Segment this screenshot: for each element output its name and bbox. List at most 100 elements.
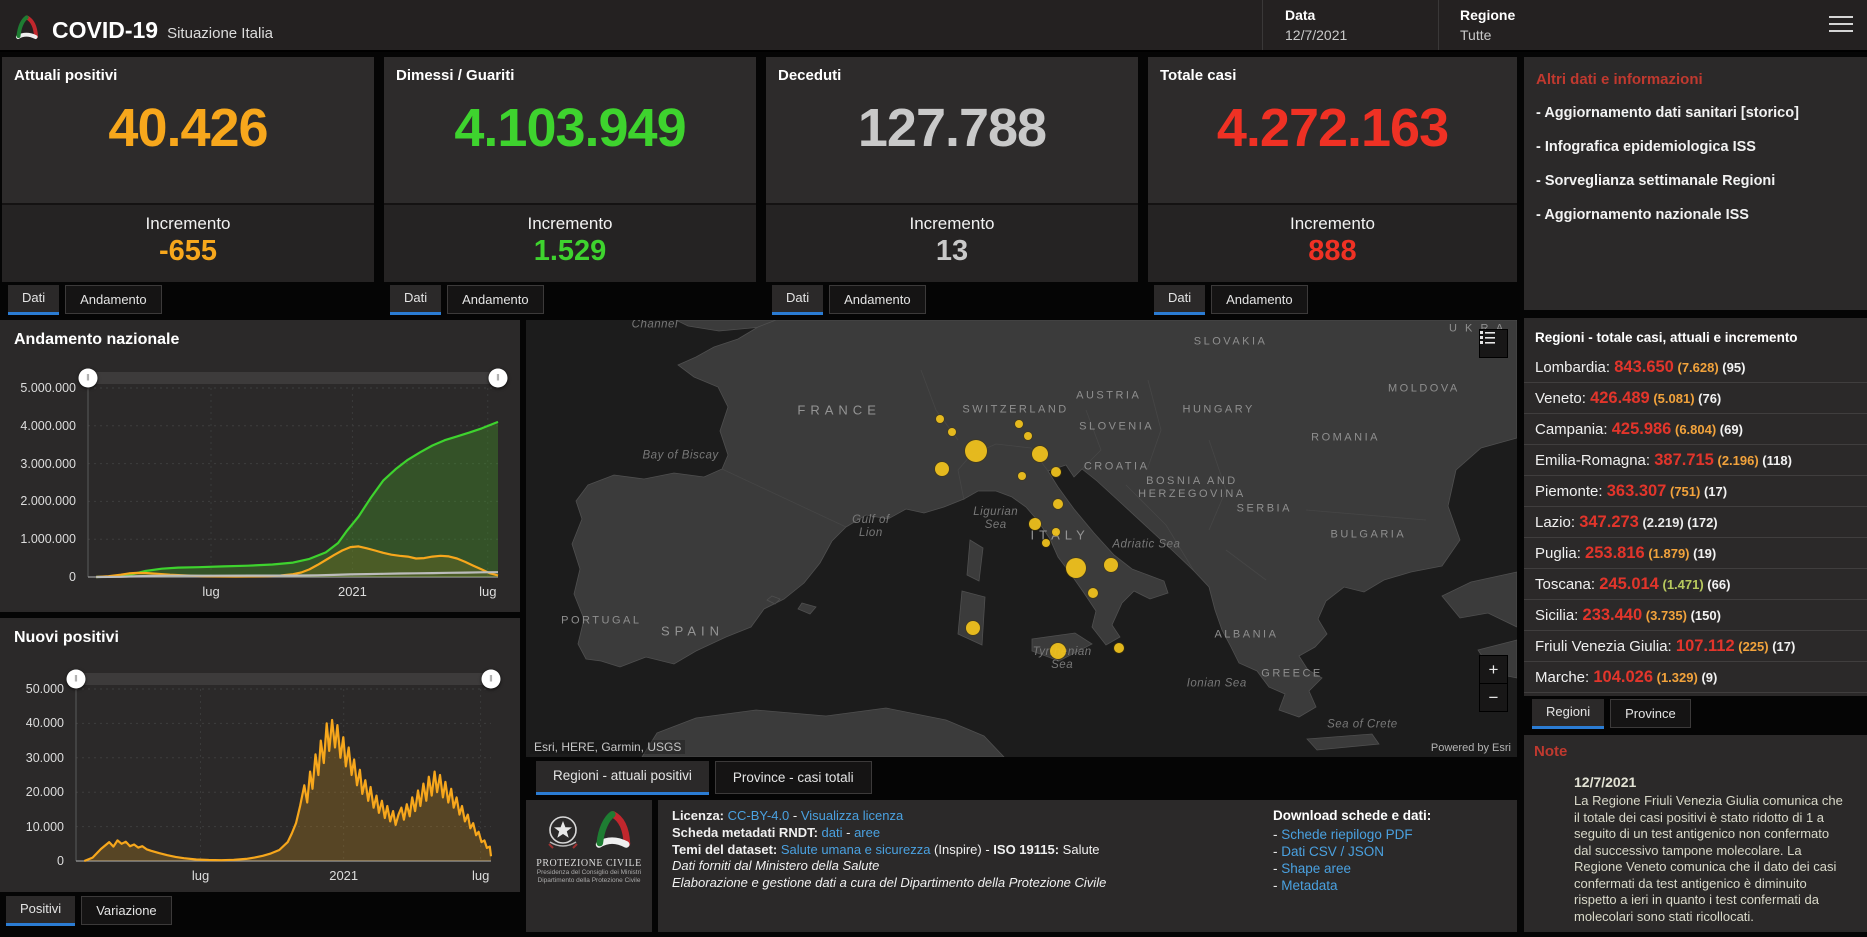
region-total: 253.816 xyxy=(1585,544,1645,562)
region-bubble[interactable] xyxy=(935,462,949,476)
region-bubble[interactable] xyxy=(1050,643,1066,659)
header-divider xyxy=(1438,0,1439,50)
tab-dati[interactable]: Dati xyxy=(8,285,59,315)
slider-handle-right[interactable]: ‖ xyxy=(482,670,501,689)
zoom-in-button[interactable]: + xyxy=(1480,656,1507,683)
region-filter-value: Tutte xyxy=(1460,27,1515,43)
download-block: Download schede e dati: - Schede riepilo… xyxy=(1273,807,1431,894)
region-bubble[interactable] xyxy=(1018,472,1026,480)
license-link[interactable]: dati xyxy=(822,825,843,840)
date-filter[interactable]: Data 12/7/2021 xyxy=(1285,7,1347,43)
slider-handle-left[interactable]: ‖ xyxy=(79,369,98,388)
license-text: Licenza: xyxy=(672,808,728,823)
tab-andamento[interactable]: Andamento xyxy=(65,285,162,314)
card-value: 4.103.949 xyxy=(384,97,756,159)
increment-label: Incremento xyxy=(384,214,756,234)
region-bubble[interactable] xyxy=(1029,518,1041,530)
tab-province[interactable]: Province xyxy=(1610,699,1691,728)
region-bubble[interactable] xyxy=(1051,467,1061,477)
region-attuali: (1.471) xyxy=(1659,577,1704,592)
info-link[interactable]: - Aggiornamento dati sanitari [storico] xyxy=(1536,104,1855,123)
info-link[interactable]: - Aggiornamento nazionale ISS xyxy=(1536,206,1855,225)
map-country-label: PORTUGAL xyxy=(561,615,641,628)
tab-dati[interactable]: Dati xyxy=(772,285,823,315)
tab-andamento[interactable]: Andamento xyxy=(447,285,544,314)
tab-variazione[interactable]: Variazione xyxy=(81,896,171,925)
region-row[interactable]: Marche: 104.026 (1.329) (9) xyxy=(1524,661,1867,692)
region-incremento: (17) xyxy=(1769,639,1796,654)
x-axis-label: lug xyxy=(479,584,496,599)
license-text: ISO 19115: xyxy=(993,842,1062,857)
altri-dati-title: Altri dati e informazioni xyxy=(1536,71,1855,88)
region-bubble[interactable] xyxy=(1015,420,1023,428)
license-link[interactable]: aree xyxy=(854,825,880,840)
region-bubble[interactable] xyxy=(966,621,980,635)
license-text: Salute xyxy=(1063,842,1100,857)
card-title: Attuali positivi xyxy=(14,67,117,84)
card-increment: Incremento 1.529 xyxy=(384,203,756,282)
map-country-label: SLOVENIA xyxy=(1079,421,1154,434)
tab-province-casi-totali[interactable]: Province - casi totali xyxy=(715,761,872,794)
info-link[interactable]: - Sorveglianza settimanale Regioni xyxy=(1536,172,1855,191)
license-line: Licenza: CC-BY-4.0 - Visualizza licenza xyxy=(672,808,1106,825)
region-bubble[interactable] xyxy=(1088,588,1098,598)
region-bubble[interactable] xyxy=(1042,539,1050,547)
license-line: Scheda metadati RNDT: dati - aree xyxy=(672,825,1106,842)
tab-regioni[interactable]: Regioni xyxy=(1532,699,1604,729)
info-link[interactable]: - Infografica epidemiologica ISS xyxy=(1536,138,1855,157)
region-row[interactable]: Campania: 425.986 (6.804) (69) xyxy=(1524,413,1867,444)
download-link[interactable]: Metadata xyxy=(1281,878,1337,893)
slider-handle-right[interactable]: ‖ xyxy=(489,369,508,388)
legend-icon[interactable] xyxy=(1480,330,1507,357)
region-bubble[interactable] xyxy=(1114,643,1124,653)
region-total: 233.440 xyxy=(1583,606,1643,624)
region-bubble[interactable] xyxy=(1104,558,1118,572)
tab-dati[interactable]: Dati xyxy=(390,285,441,315)
zoom-out-button[interactable]: − xyxy=(1480,684,1507,711)
tab-positivi[interactable]: Positivi xyxy=(6,896,75,926)
region-row[interactable]: Veneto: 426.489 (5.081) (76) xyxy=(1524,382,1867,413)
region-bubble[interactable] xyxy=(936,415,944,423)
slider-handle-left[interactable]: ‖ xyxy=(67,670,86,689)
region-incremento: (172) xyxy=(1684,515,1718,530)
download-link[interactable]: Schede riepilogo PDF xyxy=(1281,827,1412,842)
region-bubble[interactable] xyxy=(1066,558,1086,578)
time-slider[interactable]: ‖‖ xyxy=(88,372,498,384)
region-filter[interactable]: Regione Tutte xyxy=(1460,7,1515,43)
region-row[interactable]: Piemonte: 363.307 (751) (17) xyxy=(1524,475,1867,506)
tab-regioni-attuali-positivi[interactable]: Regioni - attuali positivi xyxy=(536,761,709,795)
license-link[interactable]: Visualizza licenza xyxy=(801,808,903,823)
region-row[interactable]: Lombardia: 843.650 (7.628) (95) xyxy=(1524,352,1867,382)
region-row[interactable]: Emilia-Romagna: 387.715 (2.196) (118) xyxy=(1524,444,1867,475)
region-total: 347.273 xyxy=(1579,513,1639,531)
download-link[interactable]: Shape aree xyxy=(1281,861,1351,876)
region-bubble[interactable] xyxy=(1052,528,1060,536)
map-country-label: CROATIA xyxy=(1084,460,1150,473)
europe-map[interactable]: FRANCESWITZERLANDAUSTRIASLOVENIASLOVAKIA… xyxy=(526,320,1517,757)
tab-andamento[interactable]: Andamento xyxy=(1211,285,1308,314)
map-country-label: BOSNIA AND HERZEGOVINA xyxy=(1138,475,1246,501)
region-row[interactable]: Lazio: 347.273 (2.219) (172) xyxy=(1524,506,1867,537)
license-link[interactable]: CC-BY-4.0 xyxy=(728,808,790,823)
region-bubble[interactable] xyxy=(1024,432,1032,440)
org-line1: Presidenza del Consiglio dei Ministri xyxy=(526,869,652,877)
region-row[interactable]: Toscana: 245.014 (1.471) (66) xyxy=(1524,568,1867,599)
map-sea-label: Bay of Biscay xyxy=(643,449,719,462)
download-link[interactable]: Dati CSV / JSON xyxy=(1281,844,1384,859)
region-row[interactable]: Puglia: 253.816 (1.879) (19) xyxy=(1524,537,1867,568)
region-row[interactable]: Sicilia: 233.440 (3.735) (150) xyxy=(1524,599,1867,630)
region-row[interactable]: Liguria: 103.485 xyxy=(1524,692,1867,696)
regioni-province-tabs: Regioni Province xyxy=(1532,699,1691,729)
license-link[interactable]: Salute umana e sicurezza xyxy=(781,842,931,857)
menu-icon[interactable] xyxy=(1829,16,1853,34)
y-axis-label: 3.000.000 xyxy=(0,457,76,471)
region-bubble[interactable] xyxy=(948,428,956,436)
tab-dati[interactable]: Dati xyxy=(1154,285,1205,315)
region-bubble[interactable] xyxy=(1053,499,1063,509)
region-row[interactable]: Friuli Venezia Giulia: 107.112 (225) (17… xyxy=(1524,630,1867,661)
region-total: 425.986 xyxy=(1612,420,1672,438)
tab-andamento[interactable]: Andamento xyxy=(829,285,926,314)
region-bubble[interactable] xyxy=(1032,446,1048,462)
time-slider[interactable]: ‖‖ xyxy=(76,673,491,685)
region-bubble[interactable] xyxy=(965,440,987,462)
